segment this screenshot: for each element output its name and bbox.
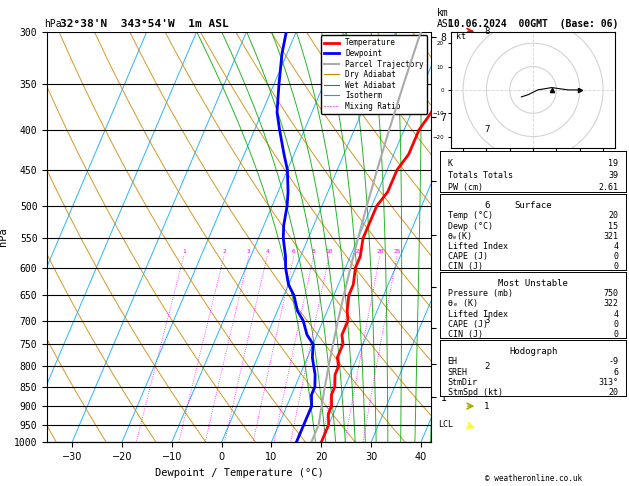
Text: -9: -9 [608, 358, 618, 366]
Text: Temp (°C): Temp (°C) [448, 211, 493, 221]
Text: 313°: 313° [598, 378, 618, 387]
Text: θₑ (K): θₑ (K) [448, 299, 477, 309]
Text: 4: 4 [613, 310, 618, 318]
Text: 0: 0 [613, 330, 618, 339]
Text: 39: 39 [608, 171, 618, 180]
Text: Lifted Index: Lifted Index [448, 242, 508, 251]
Text: 6: 6 [613, 367, 618, 377]
Text: hPa: hPa [44, 19, 62, 29]
X-axis label: Dewpoint / Temperature (°C): Dewpoint / Temperature (°C) [155, 468, 323, 478]
Y-axis label: hPa: hPa [0, 227, 8, 246]
Text: Totals Totals: Totals Totals [448, 171, 513, 180]
Text: CIN (J): CIN (J) [448, 330, 482, 339]
Text: 1: 1 [182, 249, 186, 254]
Text: 2.61: 2.61 [598, 183, 618, 191]
Legend: Temperature, Dewpoint, Parcel Trajectory, Dry Adiabat, Wet Adiabat, Isotherm, Mi: Temperature, Dewpoint, Parcel Trajectory… [321, 35, 427, 114]
Text: Hodograph: Hodograph [509, 347, 557, 356]
Text: StmDir: StmDir [448, 378, 477, 387]
Text: θₑ(K): θₑ(K) [448, 231, 473, 241]
Text: Dewp (°C): Dewp (°C) [448, 222, 493, 230]
Text: 20: 20 [376, 249, 384, 254]
Text: 2: 2 [222, 249, 226, 254]
Text: 10.06.2024  00GMT  (Base: 06): 10.06.2024 00GMT (Base: 06) [448, 19, 618, 29]
Text: 0: 0 [613, 252, 618, 260]
Text: 15: 15 [608, 222, 618, 230]
Text: kt: kt [456, 32, 466, 41]
Text: 1: 1 [484, 402, 490, 411]
Text: 4: 4 [265, 249, 269, 254]
Text: 15: 15 [355, 249, 362, 254]
Text: Most Unstable: Most Unstable [498, 279, 568, 288]
Text: © weatheronline.co.uk: © weatheronline.co.uk [484, 474, 582, 483]
Text: 0: 0 [613, 320, 618, 329]
Text: CIN (J): CIN (J) [448, 261, 482, 271]
Text: SREH: SREH [448, 367, 468, 377]
Text: 3: 3 [484, 316, 490, 325]
Text: 322: 322 [603, 299, 618, 309]
Text: 6: 6 [484, 201, 490, 210]
Text: Lifted Index: Lifted Index [448, 310, 508, 318]
Text: 0: 0 [613, 261, 618, 271]
Text: EH: EH [448, 358, 458, 366]
Text: 20: 20 [608, 211, 618, 221]
Text: 10: 10 [325, 249, 333, 254]
Text: CAPE (J): CAPE (J) [448, 252, 487, 260]
Text: Surface: Surface [515, 201, 552, 210]
Text: K: K [448, 159, 453, 168]
Text: 750: 750 [603, 289, 618, 298]
Text: 32°38'N  343°54'W  1m ASL: 32°38'N 343°54'W 1m ASL [60, 19, 228, 29]
Text: 321: 321 [603, 231, 618, 241]
Text: 8: 8 [311, 249, 315, 254]
Text: CAPE (J): CAPE (J) [448, 320, 487, 329]
Text: 20: 20 [608, 388, 618, 397]
Text: 7: 7 [484, 125, 490, 134]
Text: PW (cm): PW (cm) [448, 183, 482, 191]
Text: 6: 6 [292, 249, 296, 254]
Text: 19: 19 [608, 159, 618, 168]
Text: 2: 2 [484, 362, 490, 371]
Text: 4: 4 [613, 242, 618, 251]
Text: Pressure (mb): Pressure (mb) [448, 289, 513, 298]
Text: 8: 8 [484, 27, 490, 36]
Text: 25: 25 [393, 249, 401, 254]
Text: 3: 3 [247, 249, 251, 254]
Text: StmSpd (kt): StmSpd (kt) [448, 388, 503, 397]
Text: LCL: LCL [438, 420, 454, 429]
Text: km
ASL: km ASL [437, 8, 455, 29]
